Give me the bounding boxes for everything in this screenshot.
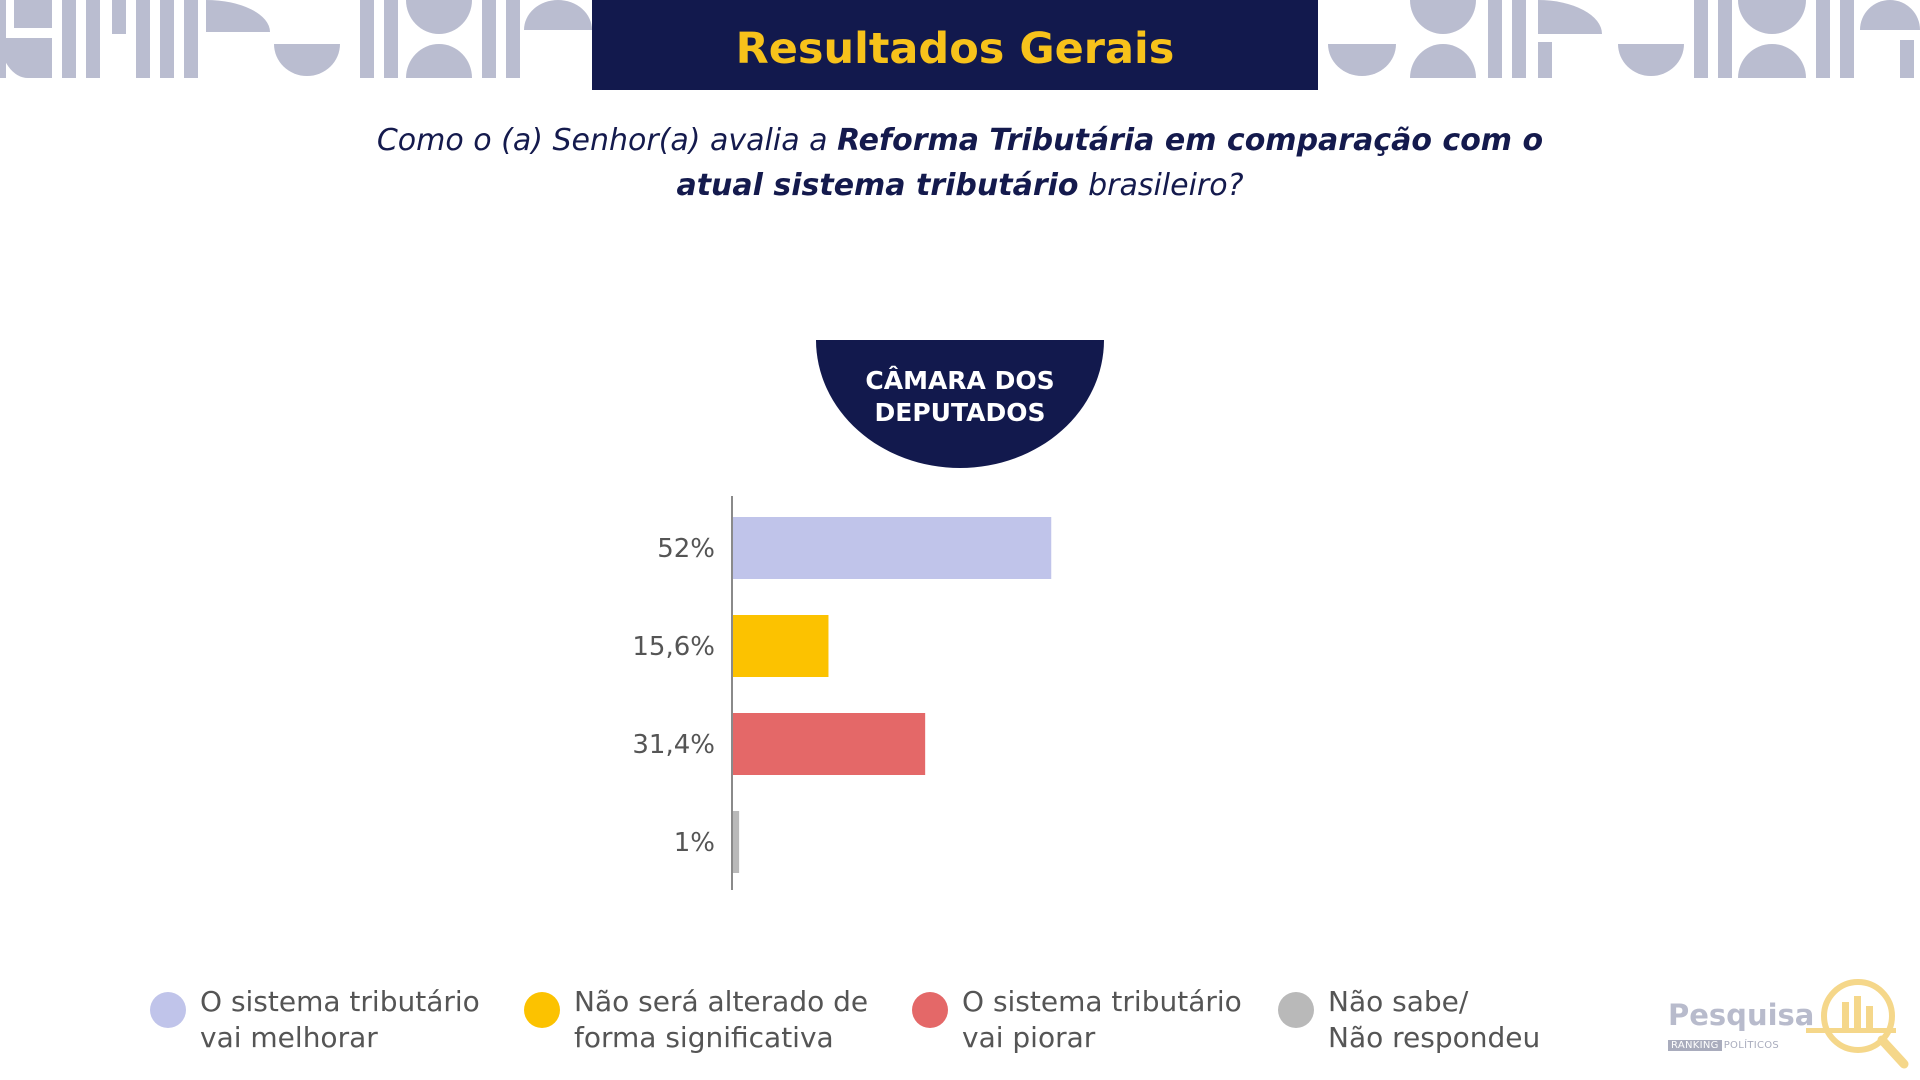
survey-question: Como o (a) Senhor(a) avalia a Reforma Tr… <box>360 118 1560 208</box>
legend-swatch <box>524 992 560 1028</box>
legend-swatch <box>150 992 186 1028</box>
bar-3 <box>733 713 926 775</box>
bar-value-label-3: 31,4% <box>632 730 715 760</box>
magnifier-bars-icon <box>1806 979 1909 1069</box>
chart-legend: O sistema tributário vai melhorar Não ser… <box>0 984 1620 1064</box>
page-title: Resultados Gerais <box>735 24 1175 74</box>
header-title-box: Resultados Gerais <box>592 0 1318 90</box>
legend-label: Não sabe/ Não respondeu <box>1328 985 1541 1054</box>
legend-item-4: Não sabe/ Não respondeu <box>1278 984 1540 1056</box>
bar-value-label-2: 15,6% <box>632 632 715 662</box>
pesquisa-logo: Pesquisa RANKING POLÍTICOS <box>1662 972 1912 1072</box>
logo-sub-text: POLÍTICOS <box>1723 1040 1780 1051</box>
bar-4 <box>733 811 740 873</box>
legend-item-1: O sistema tributário vai melhorar <box>150 984 480 1056</box>
header-decoration-right <box>1328 0 1920 78</box>
legend-label: O sistema tributário vai piorar <box>962 985 1242 1054</box>
legend-label: O sistema tributário vai melhorar <box>200 985 480 1054</box>
legend-item-3: O sistema tributário vai piorar <box>912 984 1242 1056</box>
question-text-bold: Reforma Tributária em comparação com o a… <box>676 123 1544 203</box>
bar-1 <box>733 517 1052 579</box>
legend-swatch <box>1278 992 1314 1028</box>
bar-value-label-1: 52% <box>657 534 715 564</box>
question-text-end: brasileiro? <box>1078 168 1244 203</box>
chamber-label: CÂMARA DOS DEPUTADOS <box>865 366 1055 427</box>
bar-value-label-4: 1% <box>674 828 715 858</box>
logo-word: Pesquisa <box>1668 998 1815 1032</box>
logo-tag: RANKING <box>1668 1040 1722 1051</box>
legend-label: Não será alterado de forma significativa <box>574 985 869 1054</box>
bar-2 <box>733 615 829 677</box>
legend-item-2: Não será alterado de forma significativa <box>524 984 868 1056</box>
logo-subtitle: RANKING POLÍTICOS <box>1668 1040 1779 1051</box>
question-text-start: Como o (a) Senhor(a) avalia a <box>376 123 838 158</box>
header-decoration-left <box>0 0 592 78</box>
legend-swatch <box>912 992 948 1028</box>
